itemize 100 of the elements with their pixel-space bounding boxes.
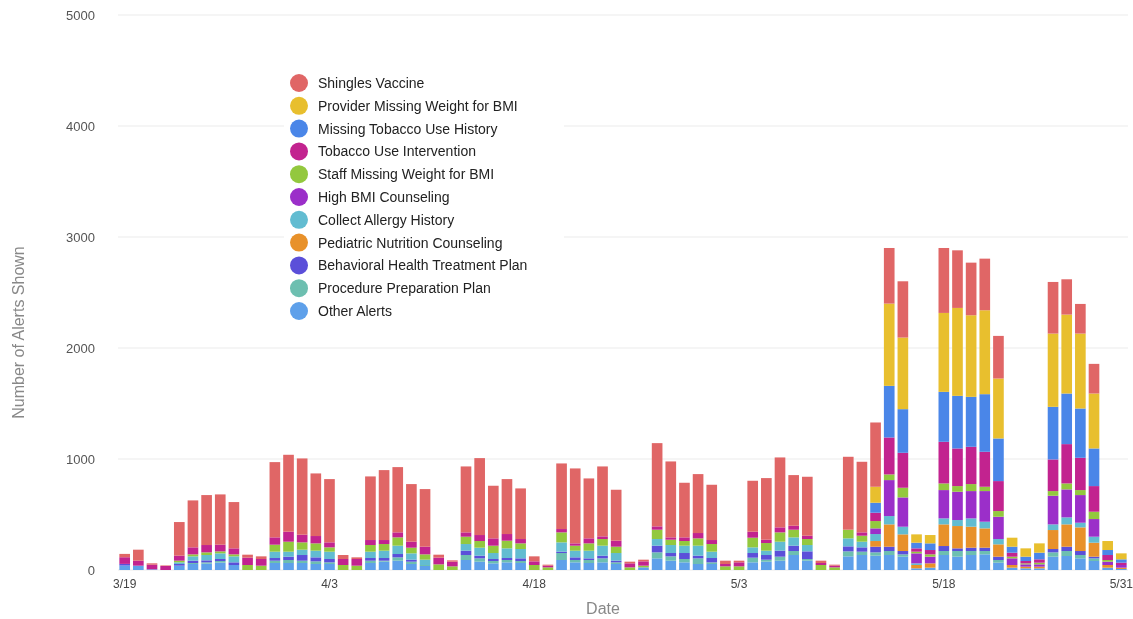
bar [870,552,881,556]
bar [1075,457,1086,491]
bar [255,565,267,570]
bar [993,438,1004,482]
bar [883,516,895,525]
bar [310,550,322,558]
bar [965,491,977,519]
bar [242,554,253,558]
bar [119,557,131,564]
bar [474,547,485,556]
bar [938,490,950,519]
bar [651,558,663,570]
bar [870,546,881,553]
bar [706,564,718,570]
bar [187,556,199,561]
bar [324,564,335,570]
bar [201,563,212,570]
bar [269,537,281,545]
bar [706,544,718,552]
bar [924,556,936,564]
bar [801,560,813,570]
bar [214,544,226,552]
bar [365,540,376,546]
bar [228,562,240,566]
bar [924,550,936,555]
bar [993,511,1004,517]
bar [679,562,690,570]
bar [856,535,868,542]
bar [501,534,513,541]
bar [679,541,690,546]
bar [1006,552,1018,557]
bar [965,555,977,570]
bar [938,546,950,552]
bar [1047,552,1059,557]
bar [283,560,294,564]
bar [952,551,963,557]
bar [651,526,663,530]
bar [201,495,212,546]
y-tick-label: 4000 [66,118,95,134]
bar [924,543,936,551]
bar [1034,552,1045,560]
bar [993,539,1004,545]
bar [761,478,772,540]
bar [706,540,718,545]
bar [1088,393,1100,449]
bar [283,541,294,552]
bar [515,563,526,570]
bar [255,559,267,566]
bar [692,564,704,570]
bar [801,545,813,552]
bar [979,394,991,452]
bar [665,537,677,540]
bar [979,258,991,311]
bar [406,553,417,560]
bar [460,544,472,551]
bar [1061,524,1073,547]
bar [1061,483,1073,490]
bar [324,547,335,552]
bar [228,548,240,555]
bar [1047,459,1059,492]
bar [938,518,950,525]
x-tick-label: 5/18 [932,577,956,591]
bar [269,551,281,559]
bar [679,482,690,538]
bar [774,527,786,533]
bar [501,479,513,535]
bar [952,250,963,308]
bar [747,562,759,570]
bar [733,566,745,570]
bar [1102,541,1113,551]
bar [1088,363,1100,394]
bar [474,458,485,536]
bar [761,543,772,551]
bar [228,565,240,570]
bar [1061,279,1073,315]
bar [556,542,567,552]
bar [883,437,895,475]
bar [842,529,854,539]
bar [1006,558,1018,566]
bar [569,468,581,544]
bar [897,452,909,488]
x-axis-title: Date [586,600,620,617]
bar [392,467,404,533]
bar [679,537,690,542]
bar [556,529,567,533]
bar [870,555,881,570]
bar [610,489,622,541]
bar [283,556,294,561]
bar [679,545,690,554]
bar [706,558,718,563]
bar [1061,393,1073,445]
bar [938,551,950,556]
bar [460,532,472,537]
bar [214,562,226,570]
bar [938,483,950,491]
bar [610,546,622,554]
bar [187,564,199,570]
bar [1061,546,1073,552]
bar [487,553,499,560]
bar [979,547,991,552]
